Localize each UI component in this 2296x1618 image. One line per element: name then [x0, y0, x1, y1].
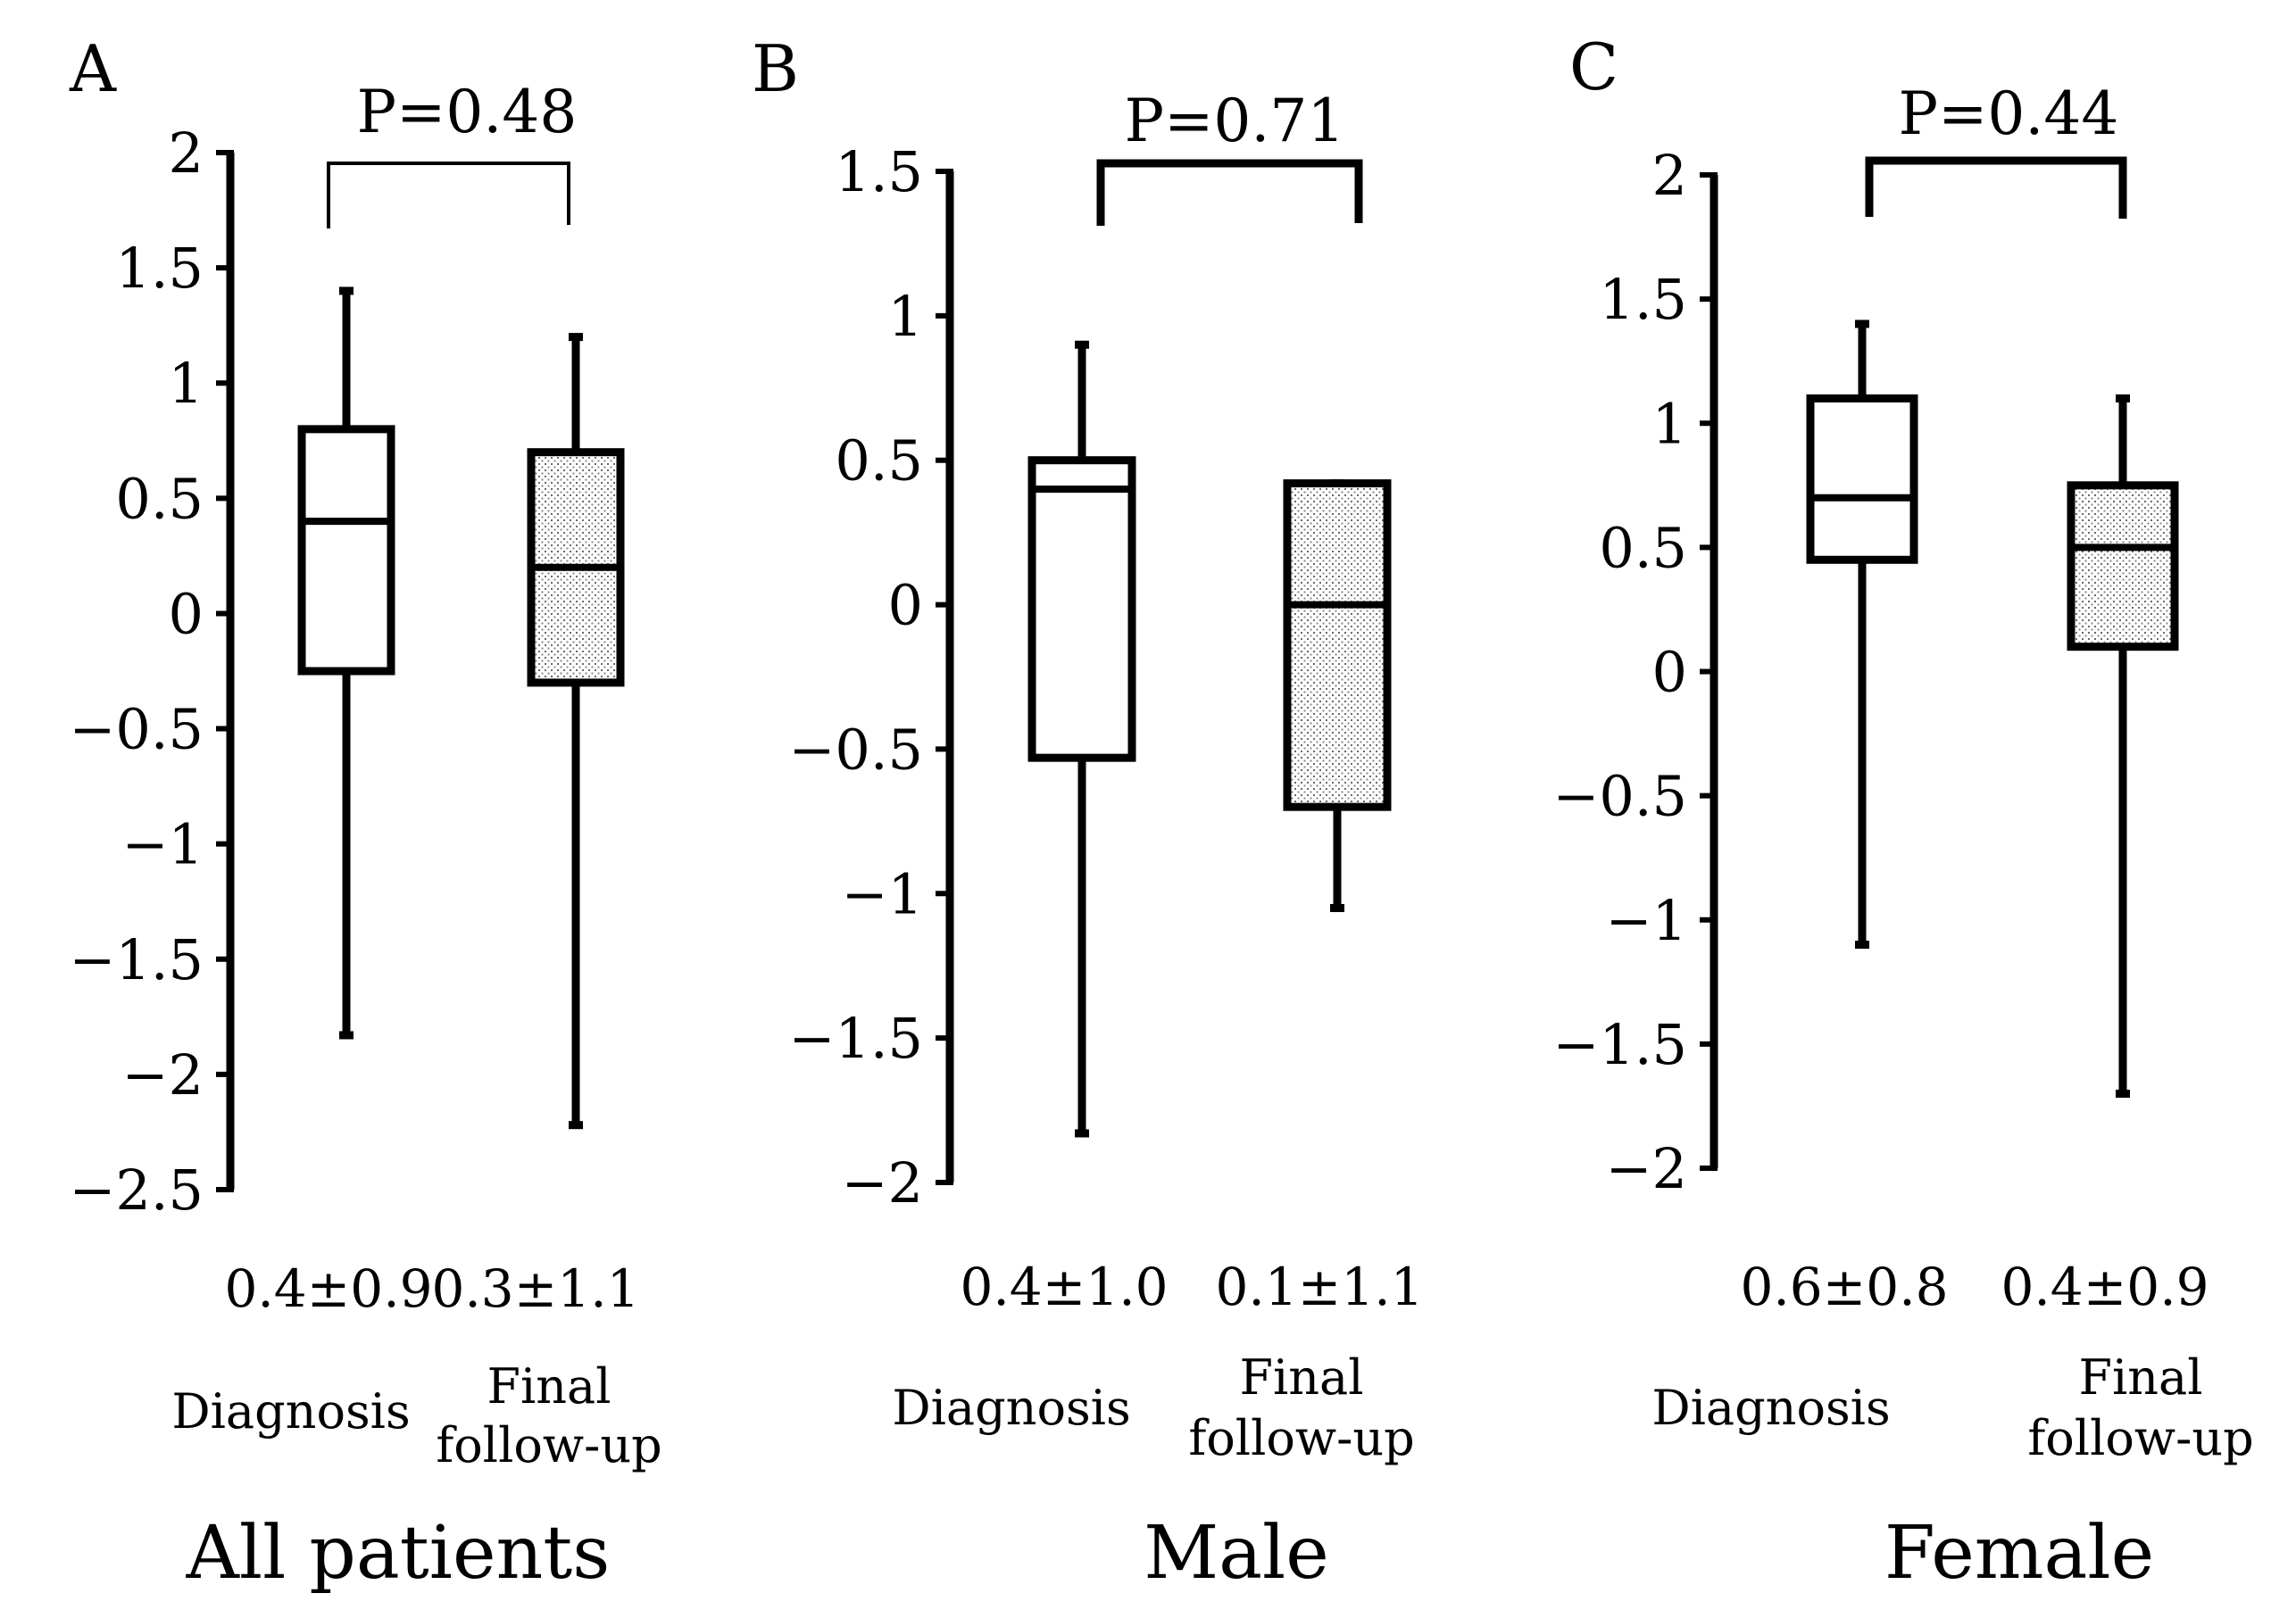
- iqr-box: [2067, 481, 2179, 651]
- y-tick-label: 1: [1652, 391, 1687, 456]
- category-label: Diagnosis: [892, 1380, 1130, 1436]
- panel-letter: B: [752, 31, 799, 106]
- panel-letter: A: [69, 31, 117, 106]
- category-label-line2: follow-up: [2027, 1410, 2253, 1466]
- significance-bracket: [1865, 156, 2127, 219]
- y-tick-label: −2: [122, 1042, 204, 1108]
- group-title: Female: [1884, 1511, 2154, 1596]
- y-tick-label: 2: [169, 120, 204, 186]
- y-tick-label: −0.5: [69, 697, 204, 762]
- y-tick-label: 0.5: [1599, 515, 1687, 580]
- significance-bracket: [1096, 159, 1363, 226]
- y-tick-label: 2: [1652, 143, 1687, 208]
- y-tick-label: 1: [169, 351, 204, 416]
- panel-letter: C: [1569, 29, 1618, 104]
- y-tick-label: −1: [122, 812, 204, 877]
- stat-label: 0.6±0.8: [1740, 1257, 1948, 1317]
- y-tick-label: −2: [1606, 1136, 1687, 1201]
- category-label-line1: Final: [487, 1358, 611, 1415]
- y-tick-label: 1.5: [1599, 267, 1687, 332]
- p-value-label: P=0.71: [1125, 87, 1345, 155]
- y-tick-label: −2.5: [69, 1157, 204, 1223]
- y-tick-label: −2: [842, 1150, 923, 1216]
- category-label-line1: Final: [1240, 1349, 1364, 1406]
- y-tick-label: −1: [1606, 888, 1687, 953]
- y-tick-label: −1: [842, 861, 923, 926]
- iqr-box: [1806, 394, 1918, 564]
- y-tick-label: 0.5: [115, 466, 204, 531]
- category-label-line1: Final: [2079, 1349, 2203, 1406]
- iqr-box: [297, 425, 395, 676]
- category-label: Diagnosis: [171, 1383, 410, 1440]
- y-tick-label: 0: [888, 573, 923, 638]
- stat-label: 0.4±0.9: [224, 1258, 432, 1319]
- stat-label: 0.4±0.9: [2001, 1257, 2209, 1317]
- y-tick-label: 0: [169, 581, 204, 646]
- significance-bracket: [327, 162, 570, 228]
- category-label: Diagnosis: [1651, 1380, 1890, 1436]
- stat-label: 0.1±1.1: [1215, 1257, 1423, 1317]
- p-value-label: P=0.44: [1899, 79, 2119, 148]
- stat-label: 0.4±1.0: [960, 1257, 1168, 1317]
- p-value-label: P=0.48: [357, 78, 578, 146]
- category-label-line2: follow-up: [436, 1417, 661, 1473]
- y-tick-label: 0.5: [835, 428, 923, 494]
- y-tick-label: −1.5: [69, 927, 204, 992]
- group-title: All patients: [186, 1511, 611, 1596]
- y-tick-label: −0.5: [1552, 764, 1687, 829]
- y-tick-label: 1.5: [835, 139, 923, 204]
- y-tick-label: 1.5: [115, 236, 204, 301]
- stat-label: 0.3±1.1: [431, 1258, 639, 1319]
- category-label-line2: follow-up: [1188, 1410, 1414, 1466]
- iqr-box: [1027, 456, 1136, 762]
- iqr-box: [1283, 479, 1392, 811]
- y-tick-label: 1: [888, 284, 923, 349]
- y-tick-label: 0: [1652, 640, 1687, 705]
- group-title: Male: [1144, 1511, 1329, 1596]
- y-tick-label: −1.5: [1552, 1012, 1687, 1077]
- y-tick-label: −1.5: [788, 1006, 923, 1071]
- y-tick-label: −0.5: [788, 717, 923, 782]
